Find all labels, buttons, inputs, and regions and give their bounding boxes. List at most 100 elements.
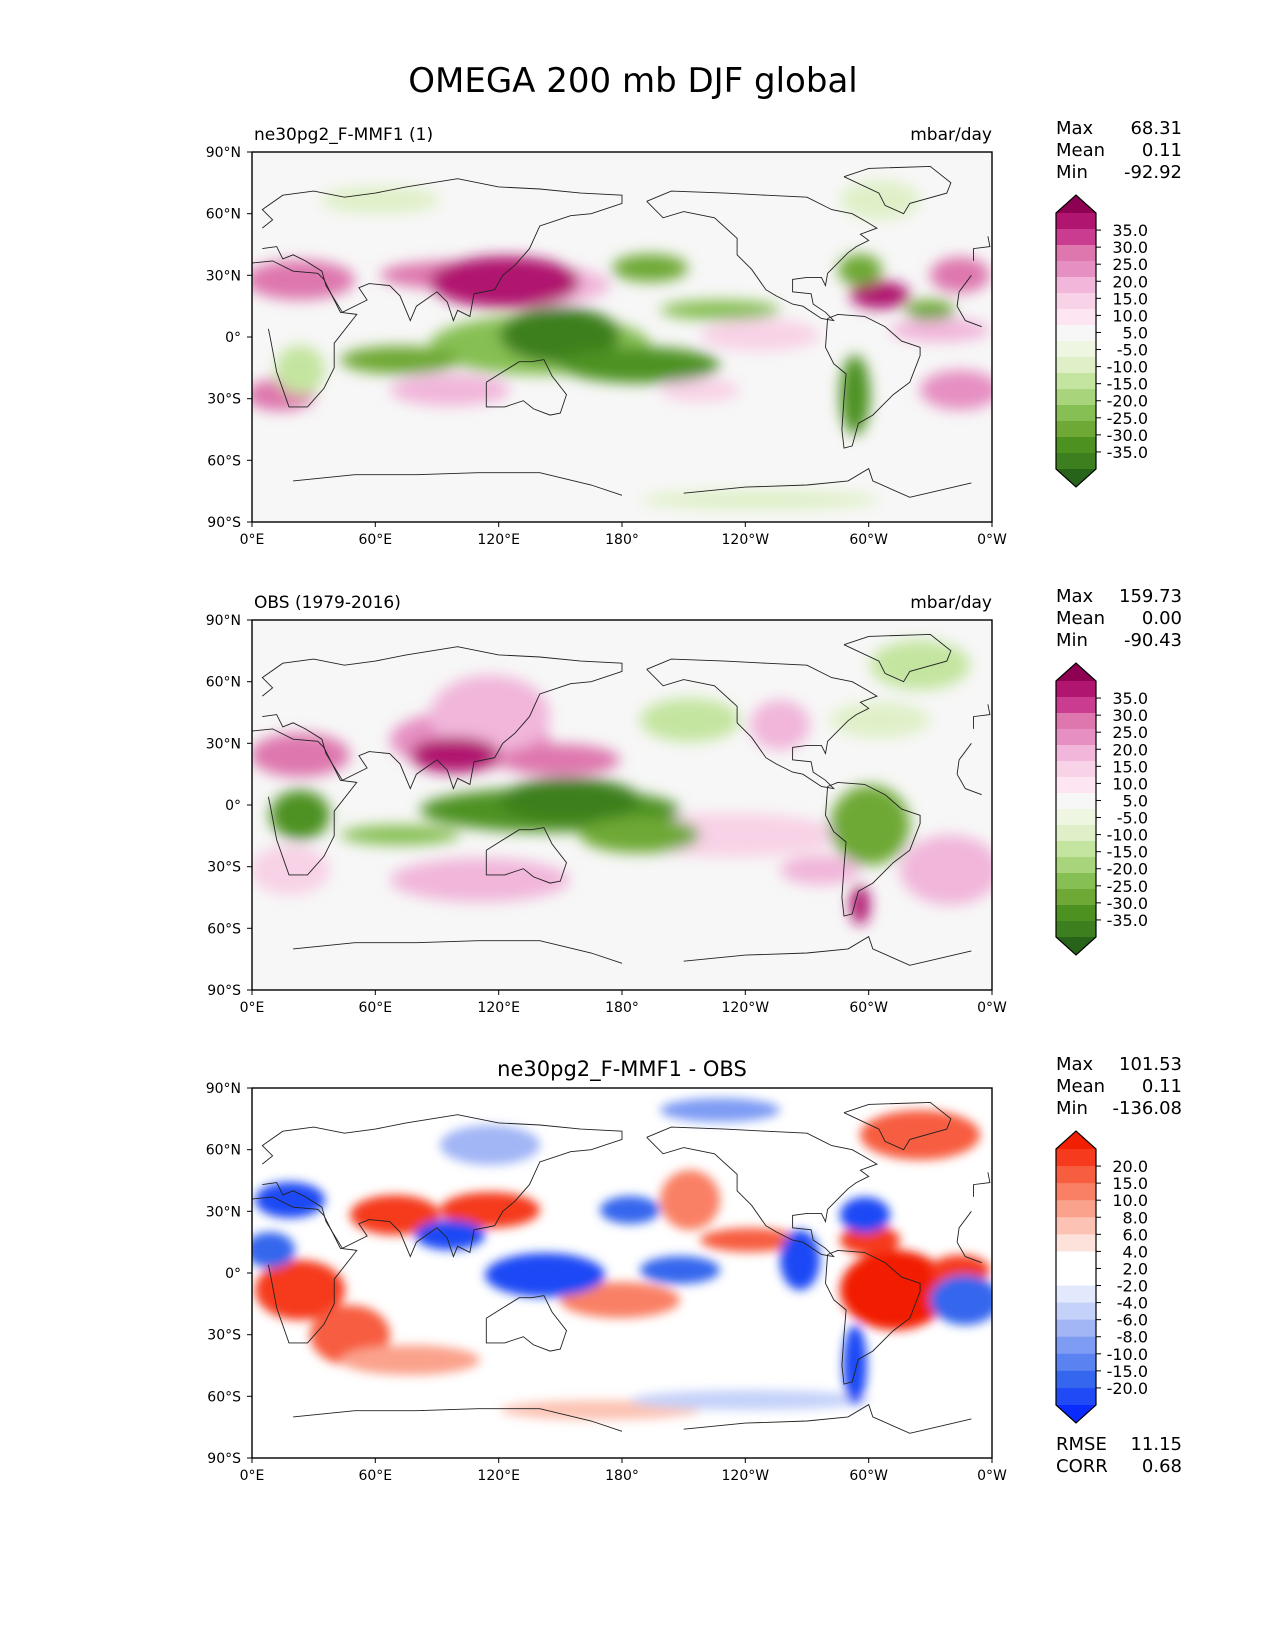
coastline: [646, 658, 878, 790]
colorbar-segment: [1056, 213, 1096, 230]
coastline: [825, 781, 921, 917]
colorbar-segment: [1056, 1268, 1096, 1287]
colorbar-tick-label: -35.0: [1107, 443, 1148, 462]
lon-tick-60e: 60°E: [358, 1468, 392, 1484]
colorbar-segment: [1056, 453, 1096, 470]
colorbar-tick-label: 25.0: [1112, 723, 1148, 742]
lon-tick-180: 180°: [605, 532, 639, 548]
stat-min-label: Min: [1056, 1098, 1088, 1119]
lat-tick-90s: 90°S: [207, 1451, 241, 1467]
colorbar-tick-label: -5.0: [1117, 341, 1148, 360]
stat-max-label: Max: [1056, 118, 1094, 139]
coastline: [293, 940, 623, 964]
lon-tick-0e: 0°E: [240, 532, 265, 548]
stat-rmse-value: 11.15: [1130, 1434, 1182, 1455]
coastline: [956, 1211, 972, 1243]
colorbar-segment: [1056, 1302, 1096, 1321]
coastline: [973, 236, 991, 261]
lon-tick-0w: 0°W: [977, 1000, 1007, 1016]
colorbar-tick-label: -2.0: [1117, 1277, 1148, 1296]
lon-tick-120e: 120°E: [477, 532, 520, 548]
colorbar-segment: [1056, 277, 1096, 294]
stat-mean-label: Mean: [1056, 140, 1105, 161]
coastline: [956, 1241, 982, 1264]
stat-min-value: -90.43: [1124, 630, 1182, 651]
colorbar-tick-label: 5.0: [1123, 791, 1148, 810]
colorbar-extend-top: [1056, 195, 1096, 213]
coastline: [261, 178, 623, 322]
lat-tick-0: 0°: [225, 1266, 241, 1282]
colorbar-segment: [1056, 261, 1096, 278]
colorbar-segment: [1056, 1387, 1096, 1406]
panel-obs: OBS (1979-2016) mbar/day: [206, 586, 1182, 1016]
colorbar-tick-label: 6.0: [1123, 1225, 1148, 1244]
colorbar-extend-bottom: [1056, 469, 1096, 487]
lat-ticks-panel-test: 90°N 60°N 30°N 0° 30°S 60°S 90°S: [206, 145, 252, 531]
colorbar-tick-label: 8.0: [1123, 1208, 1148, 1227]
colorbar-segment: [1056, 713, 1096, 730]
colorbar-tick-label: -35.0: [1107, 911, 1148, 930]
colorbar-tick-label: -15.0: [1107, 1362, 1148, 1381]
panel-test-map: [252, 152, 992, 522]
colorbar-segment: [1056, 1166, 1096, 1184]
coastline: [843, 633, 952, 683]
stat-min-label: Min: [1056, 630, 1088, 651]
lon-tick-120w: 120°W: [722, 1468, 770, 1484]
stat-mean-value: 0.00: [1142, 608, 1182, 629]
coastline: [646, 1126, 878, 1258]
coastline: [683, 467, 972, 498]
panel-test-stats: Max 68.31 Mean 0.11 Min -92.92: [1056, 118, 1182, 183]
lat-tick-60n: 60°N: [206, 675, 241, 691]
lon-tick-60e: 60°E: [358, 532, 392, 548]
coastline: [825, 313, 921, 449]
colorbar-segment: [1056, 761, 1096, 778]
coastline: [956, 773, 982, 796]
colorbar-segment: [1056, 341, 1096, 358]
colorbar-tick-label: -10.0: [1107, 826, 1148, 845]
lon-tick-120w: 120°W: [722, 1000, 770, 1016]
lon-ticks-panel-test: 0°E 60°E 120°E 180° 120°W 60°W 0°W: [240, 522, 1007, 548]
panel-diff-colorbar: 20.015.010.08.06.04.02.0-2.0-4.0-6.0-8.0…: [1055, 1130, 1148, 1424]
lon-tick-180: 180°: [605, 1468, 639, 1484]
coastline: [956, 743, 972, 775]
colorbar-segment: [1056, 873, 1096, 890]
colorbar-tick-label: 10.0: [1112, 1191, 1148, 1210]
stat-min-value: -136.08: [1113, 1098, 1182, 1119]
lat-tick-30s: 30°S: [207, 1328, 241, 1344]
lat-tick-90n: 90°N: [206, 613, 241, 629]
colorbar-tick-label: -25.0: [1107, 877, 1148, 896]
stat-mean-value: 0.11: [1142, 1076, 1182, 1097]
colorbar-tick-label: -25.0: [1107, 409, 1148, 428]
lon-tick-60w: 60°W: [849, 1000, 888, 1016]
lon-ticks-panel-obs: 0°E 60°E 120°E 180° 120°W 60°W 0°W: [240, 990, 1007, 1016]
stat-max-label: Max: [1056, 1054, 1094, 1075]
lat-tick-90s: 90°S: [207, 515, 241, 531]
stat-max-value: 159.73: [1119, 586, 1182, 607]
lat-ticks-panel-obs: 90°N 60°N 30°N 0° 30°S 60°S 90°S: [206, 613, 252, 999]
colorbar-segment: [1056, 1200, 1096, 1218]
colorbar-segment: [1056, 1370, 1096, 1389]
panel-obs-stats: Max 159.73 Mean 0.00 Min -90.43: [1056, 586, 1182, 651]
colorbar-tick-label: 15.0: [1112, 757, 1148, 776]
stat-mean-value: 0.11: [1142, 140, 1182, 161]
colorbar-tick-label: -20.0: [1107, 860, 1148, 879]
colorbar-tick-label: -30.0: [1107, 894, 1148, 913]
colorbar-tick-label: -30.0: [1107, 426, 1148, 445]
lat-tick-30s: 30°S: [207, 860, 241, 876]
colorbar-extend-top: [1056, 1131, 1096, 1149]
colorbar-segment: [1056, 1217, 1096, 1235]
lat-tick-60s: 60°S: [207, 1389, 241, 1405]
stat-min-label: Min: [1056, 162, 1088, 183]
coastline: [956, 275, 972, 307]
colorbar-tick-label: 10.0: [1112, 774, 1148, 793]
colorbar-outline: [1055, 662, 1097, 956]
colorbar-segment: [1056, 905, 1096, 922]
colorbar-segment: [1056, 745, 1096, 762]
lat-tick-30n: 30°N: [206, 736, 241, 752]
lat-tick-60n: 60°N: [206, 207, 241, 223]
colorbar-tick-label: 35.0: [1112, 689, 1148, 708]
panel-test-units: mbar/day: [910, 125, 992, 145]
colorbar-segment: [1056, 1353, 1096, 1372]
coastline: [252, 728, 358, 876]
